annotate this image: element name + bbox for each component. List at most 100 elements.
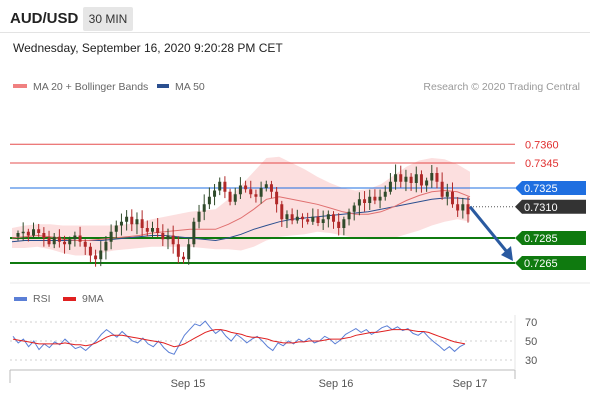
candle-body <box>321 219 325 223</box>
candle-body <box>466 204 470 215</box>
candle-body <box>342 219 346 228</box>
moving-averages <box>11 189 471 243</box>
candle-body <box>269 184 273 192</box>
candle-body <box>156 228 160 233</box>
candle-body <box>280 204 284 220</box>
forecast-arrow <box>468 205 513 261</box>
level-label-support: 0.7285 <box>524 233 558 245</box>
candle-body <box>109 231 113 242</box>
forecast-arrow-shaft <box>468 205 509 253</box>
level-label-pivot: 0.7325 <box>524 183 558 195</box>
legend-ma20-swatch <box>13 84 27 88</box>
legend-9ma-label: 9MA <box>82 293 104 305</box>
candle-body <box>430 173 434 181</box>
price-levels <box>10 143 515 264</box>
datetime-label: Wednesday, September 16, 2020 9:20:28 PM… <box>13 41 283 55</box>
level-tag-pivot <box>515 181 586 195</box>
symbol-title: AUD/USD <box>10 10 79 27</box>
rsi-tick-label: 30 <box>525 355 537 367</box>
candle-body <box>300 216 304 220</box>
candle-body <box>83 241 87 247</box>
level-label-resistance: 0.7360 <box>525 139 559 151</box>
forecast-arrow-head <box>501 246 513 261</box>
candle-body <box>68 239 72 245</box>
candle-body <box>114 225 118 232</box>
candle-body <box>316 216 320 223</box>
candle-body <box>104 241 108 251</box>
candle-body <box>259 188 263 197</box>
candle-body <box>119 221 123 226</box>
x-tick-label: Sep 15 <box>171 378 206 390</box>
candle-body <box>228 191 232 202</box>
candle-body <box>21 231 25 234</box>
candle-body <box>223 181 227 192</box>
candle-body <box>88 246 92 256</box>
candle-body <box>264 184 268 188</box>
candle-body <box>254 194 258 197</box>
candle-body <box>285 214 289 220</box>
candle-body <box>326 214 330 220</box>
rsi-line <box>12 320 466 355</box>
candle-body <box>197 211 201 222</box>
candle-body <box>249 189 253 195</box>
candle-body <box>171 235 175 245</box>
candle-body <box>150 228 154 232</box>
candle-body <box>404 176 408 182</box>
candle-body <box>295 216 299 221</box>
candle-body <box>306 219 310 222</box>
bollinger-fill <box>12 156 470 256</box>
candle-body <box>394 174 398 182</box>
candle-body <box>450 191 454 205</box>
legend-ma20-label: MA 20 + Bollinger Bands <box>33 81 148 93</box>
legend-rsi-swatch <box>14 297 27 301</box>
candle-body <box>244 185 248 190</box>
rsi-tick-label: 70 <box>525 317 537 329</box>
candle-body <box>32 229 36 236</box>
candle-body <box>373 196 377 201</box>
candle-body <box>16 233 20 237</box>
candle-body <box>435 173 439 182</box>
candle-body <box>78 235 82 242</box>
candle-body <box>440 181 444 197</box>
candle-body <box>47 238 51 245</box>
candle-body <box>233 194 237 202</box>
candle-body <box>176 244 180 257</box>
level-tag-last <box>515 199 586 214</box>
candle-body <box>192 221 196 245</box>
candle-body <box>135 219 139 225</box>
level-tag-support <box>515 231 586 245</box>
candle-body <box>414 174 418 183</box>
candle-body <box>57 236 61 242</box>
rsi-tick-label: 50 <box>525 336 537 348</box>
candle-body <box>125 216 129 222</box>
level-label-last: 0.7310 <box>524 202 558 214</box>
candle-body <box>99 250 103 260</box>
candle-body <box>461 204 465 211</box>
candle-body <box>218 181 222 191</box>
candle-body <box>145 228 149 232</box>
candle-body <box>399 174 403 182</box>
candle-body <box>383 191 387 197</box>
legend-ma50-swatch <box>157 84 169 88</box>
rsi-panel: 70 50 30 <box>10 317 537 367</box>
legend-ma50-label: MA 50 <box>175 81 205 93</box>
ma20-line <box>11 189 471 241</box>
candle-body <box>425 180 429 186</box>
candle-body <box>409 176 413 183</box>
candle-body <box>26 231 30 236</box>
x-tick-label: Sep 16 <box>319 378 354 390</box>
candle-body <box>130 216 134 225</box>
timeframe-badge[interactable]: 30 MIN <box>83 7 133 31</box>
candle-body <box>357 199 361 206</box>
candle-body <box>311 216 315 222</box>
candle-body <box>445 191 449 197</box>
candle-body <box>63 241 67 245</box>
candle-body <box>388 181 392 192</box>
header-divider <box>0 32 590 33</box>
legend-rsi-label: RSI <box>33 293 51 305</box>
candle-body <box>352 205 356 212</box>
candle-body <box>332 214 336 222</box>
level-tag-support <box>515 256 586 270</box>
candle-body <box>238 185 242 195</box>
